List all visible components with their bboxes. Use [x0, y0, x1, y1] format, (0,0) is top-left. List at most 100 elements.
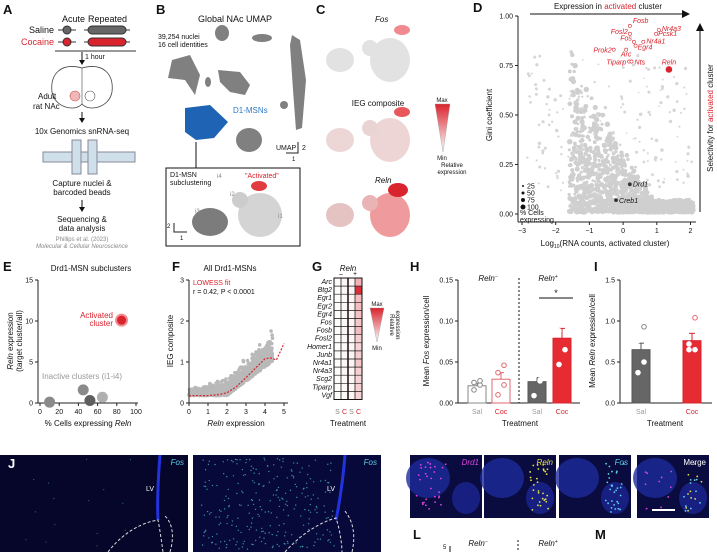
fos-punctum [225, 546, 228, 549]
gene-point [687, 145, 691, 149]
gene-point [577, 159, 581, 163]
fos-punctum [323, 505, 325, 507]
gene-point [610, 197, 614, 201]
gene-point [599, 126, 603, 131]
tissue-label-2: rat NAc [33, 102, 60, 111]
gene-point [686, 172, 689, 175]
punctum [546, 494, 549, 497]
gene-point [668, 119, 673, 124]
x-axis-label: Log10(RNA counts, activated cluster) [541, 239, 670, 250]
heatmap-cell [340, 302, 349, 311]
gene-point [632, 168, 637, 173]
gene-row-label: Arc [321, 279, 333, 286]
punctum [613, 491, 616, 494]
gene-point [541, 149, 545, 153]
fos-punctum [263, 537, 265, 539]
gene-point-pcsk1 [654, 31, 659, 36]
heatmap-cell [333, 318, 342, 327]
fos-punctum [236, 463, 238, 465]
gene-point [605, 142, 609, 146]
fos-punctum [226, 522, 228, 525]
fos-punctum [282, 460, 284, 463]
gene-point [615, 166, 621, 172]
punctum [424, 466, 427, 468]
gene-point-egr4 [633, 43, 638, 48]
fos-punctum [25, 539, 27, 541]
gene-point [582, 158, 588, 164]
fos-punctum [204, 530, 206, 533]
data-point [556, 361, 562, 368]
fos-punctum [252, 480, 254, 482]
x-tick-label: Coc [495, 409, 508, 416]
gene-point [537, 182, 540, 185]
fos-punctum [320, 480, 322, 482]
gene-point [543, 167, 547, 170]
y-axis-label: Gini coefficient [485, 88, 494, 141]
fos-punctum [308, 518, 310, 520]
gene-point [666, 199, 672, 205]
gene-point [588, 145, 593, 151]
heatmap-cell [340, 342, 349, 352]
ventricle [334, 454, 347, 521]
punctum [421, 503, 424, 506]
cell-identities: 16 cell identities [158, 42, 208, 49]
cell-point [250, 352, 255, 357]
x-tick-label: 20 [55, 409, 63, 416]
gene-point [631, 188, 635, 192]
gene-point [621, 61, 625, 64]
panel-label: H [410, 259, 419, 274]
fos-punctum [208, 537, 210, 539]
punctum [434, 501, 436, 504]
gene-point [530, 72, 533, 75]
fos-punctum [286, 500, 288, 503]
fos-punctum [237, 529, 240, 531]
gene-point [573, 132, 578, 137]
gene-point [675, 81, 679, 86]
microfluidic-chip-icon [42, 139, 136, 175]
x-tick-label: 1 [655, 228, 659, 235]
cluster-i4-label: i4 [217, 174, 222, 180]
fos-punctum [218, 547, 220, 549]
data-point [686, 346, 692, 353]
punctum [419, 463, 422, 466]
gene-point [581, 95, 584, 99]
gene-point [654, 155, 658, 160]
fos-punctum [47, 482, 50, 484]
fos-punctum [324, 511, 326, 513]
punctum [441, 466, 444, 469]
fos-punctum [45, 541, 47, 543]
fos-punctum [309, 511, 312, 513]
punctum [544, 498, 547, 500]
fos-punctum [268, 532, 270, 534]
gene-point [608, 178, 611, 181]
gene-point [591, 179, 595, 183]
fos-punctum [204, 468, 207, 471]
x-tick-label: −3 [518, 228, 526, 235]
fos-punctum [235, 525, 238, 528]
gene-label: Tiparp [606, 60, 626, 67]
data-point [501, 362, 507, 369]
gene-point [597, 167, 602, 172]
punctum [538, 501, 541, 503]
panel-label: G [312, 259, 322, 274]
gene-point [686, 152, 690, 156]
gene-point [557, 135, 560, 138]
gene-point [546, 185, 550, 189]
x-tick-label: Coc [686, 409, 699, 416]
cell-point [214, 381, 218, 385]
cocaine-label: Cocaine [21, 37, 54, 47]
gene-point [572, 119, 578, 125]
subcluster-umap [192, 181, 282, 237]
data-point [692, 314, 698, 321]
gene-point [676, 178, 679, 181]
x-tick-label: Sal [636, 409, 647, 416]
cell-point [268, 348, 273, 353]
fos-punctum [241, 546, 244, 548]
fos-punctum [250, 526, 252, 528]
gene-point [619, 170, 624, 175]
data-point [635, 337, 641, 344]
gene-point [637, 91, 640, 94]
fos-punctum [254, 508, 257, 511]
gene-point [687, 206, 691, 210]
